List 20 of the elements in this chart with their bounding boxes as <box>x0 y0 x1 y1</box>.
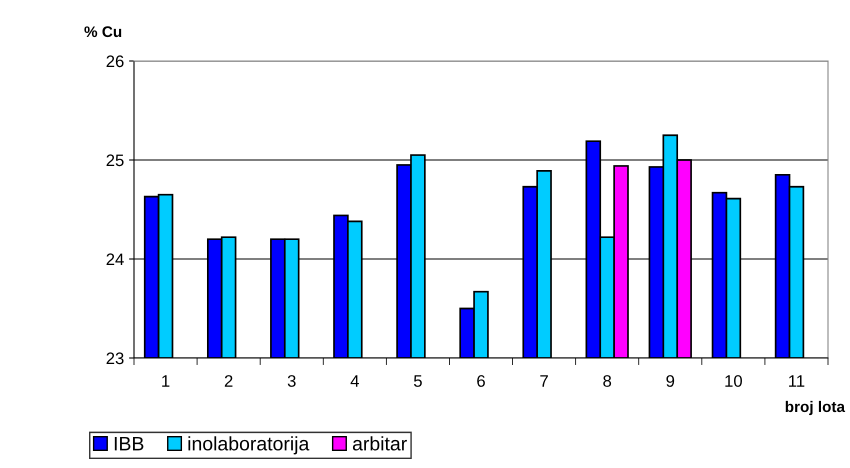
x-tick-label: 6 <box>477 375 485 387</box>
x-tick-label: 9 <box>666 375 674 387</box>
legend-label: arbitar <box>352 436 407 451</box>
x-tick-label: 11 <box>789 375 804 387</box>
x-tick-label: 10 <box>725 375 742 387</box>
x-tick-label: 8 <box>603 375 612 387</box>
x-tick-label: 3 <box>288 375 296 387</box>
y-tick-label: 23 <box>106 352 124 364</box>
y-tick-label: 24 <box>106 253 124 266</box>
x-tick-label: 2 <box>224 375 232 387</box>
y-tick-label: 25 <box>106 154 124 166</box>
y-axis-title: % Cu <box>84 26 122 38</box>
x-tick-label: 1 <box>162 375 170 387</box>
x-tick-label: 4 <box>350 375 359 387</box>
y-tick-label: 26 <box>106 55 124 68</box>
x-tick-label: 5 <box>414 375 422 387</box>
legend-label: inolaboratorija <box>188 436 310 454</box>
x-tick-label: 7 <box>540 375 548 387</box>
legend-label: IBB <box>114 436 144 450</box>
x-axis-title: broj lota <box>786 400 846 416</box>
